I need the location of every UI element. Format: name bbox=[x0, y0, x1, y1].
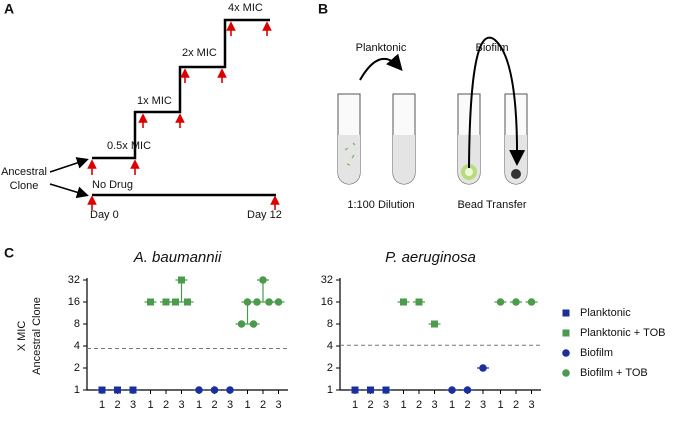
y-tick-label: 2 bbox=[327, 362, 333, 374]
y-tick-label: 8 bbox=[327, 318, 333, 330]
arrow bbox=[49, 183, 89, 199]
legend-label: Planktonic + TOB bbox=[580, 327, 666, 339]
panel-label: C bbox=[4, 245, 14, 261]
step-label: 4x MIC bbox=[228, 2, 263, 14]
marker bbox=[147, 298, 154, 306]
marker bbox=[237, 320, 246, 328]
x-tick-label: 3 bbox=[431, 399, 437, 411]
x-tick-label: 2 bbox=[513, 399, 519, 411]
method-label: Bead Transfer bbox=[457, 199, 526, 211]
marker bbox=[431, 320, 438, 328]
no-drug-label: No Drug bbox=[92, 179, 133, 191]
y-tick-label: 8 bbox=[74, 318, 80, 330]
y-tick-label: 32 bbox=[321, 274, 333, 286]
x-tick-label: 2 bbox=[260, 399, 266, 411]
marker bbox=[253, 298, 261, 306]
marker bbox=[562, 329, 570, 337]
x-tick-label: 2 bbox=[114, 399, 120, 411]
x-tick-label: 1 bbox=[352, 399, 358, 411]
y-tick-label: 16 bbox=[321, 296, 333, 308]
marker bbox=[114, 386, 121, 394]
marker bbox=[226, 386, 234, 394]
marker bbox=[448, 386, 456, 394]
x-tick-label: 3 bbox=[383, 399, 389, 411]
panel-label: B bbox=[318, 1, 328, 17]
chart-title: A. baumannii bbox=[133, 249, 222, 266]
x-tick-label: 2 bbox=[367, 399, 373, 411]
x-tick-label: 1 bbox=[497, 399, 503, 411]
x-tick-label: 1 bbox=[196, 399, 202, 411]
x-tick-label: 3 bbox=[275, 399, 281, 411]
y-axis-label: X MIC bbox=[16, 321, 28, 352]
method-label: 1:100 Dilution bbox=[347, 199, 414, 211]
marker bbox=[351, 386, 359, 394]
x-tick-label: 1 bbox=[99, 399, 105, 411]
x-tick-label: 1 bbox=[449, 399, 455, 411]
y-tick-label: 1 bbox=[74, 384, 80, 396]
marker bbox=[249, 320, 258, 328]
marker bbox=[178, 276, 185, 284]
marker bbox=[479, 364, 487, 372]
x-tick-label: 1 bbox=[400, 399, 406, 411]
x-tick-label: 3 bbox=[178, 399, 184, 411]
marker bbox=[562, 309, 570, 317]
x-tick-label: 3 bbox=[130, 399, 136, 411]
y-tick-label: 4 bbox=[327, 340, 333, 352]
ancestral-label: Clone bbox=[10, 180, 39, 192]
marker bbox=[195, 386, 203, 394]
x-tick-label: 2 bbox=[211, 399, 217, 411]
step-label: 1x MIC bbox=[137, 95, 172, 107]
marker bbox=[367, 386, 374, 394]
y-axis-label: Ancestral Clone bbox=[31, 297, 43, 375]
marker bbox=[98, 386, 106, 394]
marker bbox=[259, 276, 267, 284]
day-label: Day 0 bbox=[90, 209, 119, 221]
marker bbox=[512, 298, 520, 306]
arrow bbox=[49, 157, 89, 173]
ancestral-label: Ancestral bbox=[1, 166, 47, 178]
staircase bbox=[92, 18, 270, 160]
marker bbox=[184, 298, 191, 306]
condition-label: Planktonic bbox=[356, 42, 407, 54]
legend-label: Biofilm bbox=[580, 347, 613, 359]
marker bbox=[274, 298, 283, 306]
marker bbox=[265, 298, 273, 306]
legend-label: Planktonic bbox=[580, 307, 631, 319]
x-tick-label: 1 bbox=[147, 399, 153, 411]
marker bbox=[210, 386, 219, 394]
marker bbox=[172, 298, 179, 306]
step-label: 0.5x MIC bbox=[107, 140, 151, 152]
marker bbox=[382, 386, 390, 394]
marker bbox=[463, 386, 472, 394]
x-tick-label: 1 bbox=[244, 399, 250, 411]
marker bbox=[400, 298, 407, 306]
y-tick-label: 32 bbox=[68, 274, 80, 286]
y-tick-label: 1 bbox=[327, 384, 333, 396]
x-tick-label: 2 bbox=[416, 399, 422, 411]
marker bbox=[496, 298, 505, 306]
marker bbox=[162, 298, 170, 306]
x-tick-label: 3 bbox=[227, 399, 233, 411]
y-tick-label: 16 bbox=[68, 296, 80, 308]
marker bbox=[562, 369, 570, 377]
marker bbox=[527, 298, 536, 306]
chart-title: P. aeruginosa bbox=[385, 249, 476, 266]
tubes bbox=[337, 36, 528, 185]
x-tick-label: 2 bbox=[163, 399, 169, 411]
x-tick-label: 2 bbox=[464, 399, 470, 411]
panel-label: A bbox=[4, 1, 14, 17]
day-label: Day 12 bbox=[247, 209, 282, 221]
step-label: 2x MIC bbox=[182, 47, 217, 59]
x-tick-label: 3 bbox=[528, 399, 534, 411]
marker bbox=[243, 298, 252, 306]
legend-label: Biofilm + TOB bbox=[580, 367, 648, 379]
x-tick-label: 3 bbox=[480, 399, 486, 411]
marker bbox=[562, 349, 570, 357]
marker bbox=[415, 298, 423, 306]
y-tick-label: 2 bbox=[74, 362, 80, 374]
red-arrows bbox=[87, 21, 280, 210]
y-tick-label: 4 bbox=[74, 340, 80, 352]
marker bbox=[129, 386, 137, 394]
